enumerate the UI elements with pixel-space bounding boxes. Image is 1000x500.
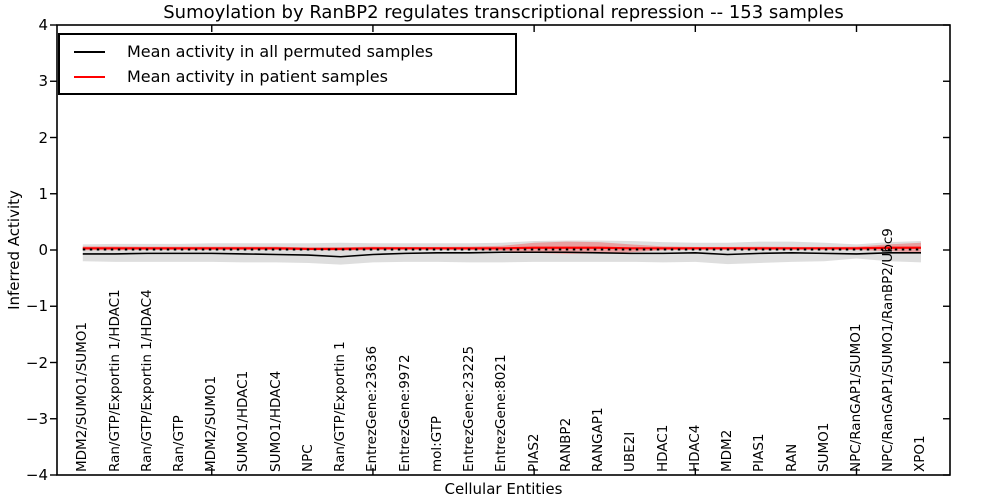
x-tick-label: EntrezGene:8021 <box>493 354 510 472</box>
chart-title: Sumoylation by RanBP2 regulates transcri… <box>163 2 844 23</box>
y-tick-label: 3 <box>38 72 48 91</box>
y-tick-label: −2 <box>25 353 48 372</box>
legend-label-patient: Mean activity in patient samples <box>127 67 388 86</box>
y-tick-label: 2 <box>38 128 48 147</box>
x-tick-label: HDAC4 <box>686 424 703 472</box>
x-tick-label: RAN <box>783 443 800 472</box>
y-tick-label: 0 <box>38 241 48 259</box>
x-tick-label: PIAS2 <box>525 433 542 472</box>
patient-mean-line <box>82 246 921 250</box>
x-tick-label: SUMO1 <box>815 422 832 472</box>
permuted-mean-line <box>82 251 921 258</box>
y-tick-label: 4 <box>38 16 48 34</box>
x-tick-label: MDM2/SUMO1/SUMO1 <box>74 321 91 472</box>
y-tick-label: −1 <box>25 297 48 316</box>
x-tick-label: NPC/RanGAP1/SUMO1/RanBP2/Ubc9 <box>880 228 897 472</box>
x-tick-label: NPC <box>299 444 316 472</box>
x-tick-label: SUMO1/HDAC4 <box>267 370 284 472</box>
x-tick-label: Ran/GTP/Exportin 1 <box>332 341 349 472</box>
x-tick-label: RANGAP1 <box>590 407 607 472</box>
permuted-line-sample-icon <box>74 50 105 53</box>
x-tick-label: UBE2I <box>622 431 639 472</box>
x-tick-label: EntrezGene:23225 <box>461 345 478 472</box>
legend-label-permuted: Mean activity in all permuted samples <box>127 42 434 61</box>
x-tick-label: Ran/GTP <box>171 415 187 472</box>
y-tick-label: 1 <box>38 184 48 203</box>
x-tick-label: RANBP2 <box>557 417 574 472</box>
x-tick-label: NPC/RanGAP1/SUMO1 <box>848 323 864 472</box>
x-tick-label: Ran/GTP/Exportin 1/HDAC1 <box>106 289 123 472</box>
y-tick-label: −3 <box>25 409 48 428</box>
patient-line-sample-icon <box>74 75 105 78</box>
x-tick-label: MDM2/SUMO1 <box>203 375 220 472</box>
x-tick-label: EntrezGene:23636 <box>364 345 381 472</box>
x-tick-label: mol:GTP <box>428 415 445 472</box>
x-tick-label: HDAC1 <box>654 424 671 472</box>
x-tick-label: SUMO1/HDAC1 <box>235 370 252 472</box>
x-tick-label: Ran/GTP/Exportin 1/HDAC4 <box>138 289 155 472</box>
x-tick-label: XPO1 <box>912 435 929 472</box>
x-axis-label: Cellular Entities <box>444 480 563 498</box>
y-tick-label: −4 <box>25 466 48 484</box>
legend-item-permuted: Mean activity in all permuted samples <box>74 40 515 64</box>
legend-item-patient: Mean activity in patient samples <box>74 65 515 89</box>
x-tick-label: PIAS1 <box>751 433 768 472</box>
x-tick-label: EntrezGene:9972 <box>396 354 413 472</box>
x-tick-label: MDM2 <box>719 429 736 472</box>
legend: Mean activity in all permuted samples Me… <box>58 33 517 95</box>
